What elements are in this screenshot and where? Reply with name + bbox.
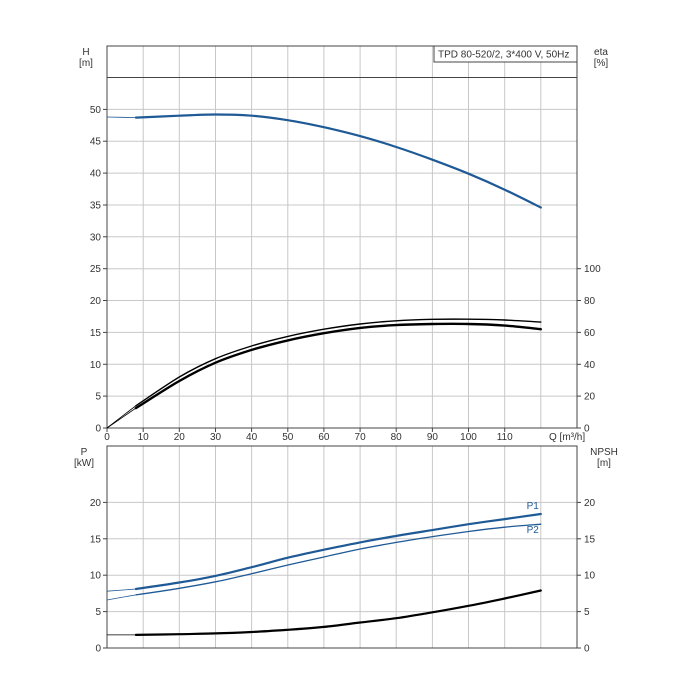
head-tick-label: 50 — [90, 105, 102, 116]
power-tick-label: 10 — [90, 571, 102, 582]
p2-curve-extrapolation — [106, 594, 136, 601]
head-curve — [134, 113, 542, 209]
x-tick-label: 80 — [391, 432, 403, 443]
head-chart-series — [106, 113, 542, 429]
p1-curve-extrapolation — [106, 588, 136, 592]
power-axis-unit: [kW] — [74, 458, 94, 469]
head-tick-label: 35 — [90, 201, 102, 212]
head-tick-label: 45 — [90, 137, 102, 148]
eta-tick-label: 100 — [584, 264, 601, 275]
eta-tick-label: 0 — [584, 424, 590, 435]
head-tick-label: 0 — [95, 424, 101, 435]
power-axis-label: P — [81, 447, 88, 458]
x-tick-label: 70 — [355, 432, 367, 443]
npsh-curve — [134, 589, 542, 636]
head-efficiency-chart: 0 10 20 30 40 50 60 70 80 90 100 110 0 5 10 15 20 25 30 35… — [79, 45, 609, 443]
head-tick-label: 5 — [95, 392, 101, 403]
npsh-axis-unit: [m] — [597, 458, 611, 469]
npsh-tick-label: 5 — [584, 607, 590, 618]
power-chart-grid — [107, 446, 577, 648]
power-chart-series: P1 P2 — [106, 501, 542, 636]
p2-curve — [135, 523, 542, 596]
npsh-axis-ticks: 0 5 10 15 20 — [577, 498, 596, 655]
chart-title: TPD 80-520/2, 3*400 V, 50Hz — [438, 50, 569, 61]
x-tick-label: 110 — [497, 432, 513, 443]
npsh-tick-label: 0 — [584, 644, 590, 655]
series-label-p2: P2 — [527, 525, 540, 536]
chart-title-box — [433, 45, 578, 63]
npsh-tick-label: 20 — [584, 498, 596, 509]
efficiency-curve-thick — [134, 322, 542, 410]
npsh-tick-label: 15 — [584, 534, 596, 545]
power-npsh-chart: 0 5 10 15 20 0 5 10 15 20 P1 P2 P [kW] NPSH [m] — [74, 445, 618, 655]
eta-axis-label: eta — [594, 47, 608, 58]
head-tick-label: 10 — [90, 360, 102, 371]
efficiency-curve-thin — [135, 318, 542, 407]
eta-axis-unit: [%] — [594, 58, 609, 69]
eta-tick-label: 60 — [584, 328, 596, 339]
x-tick-label: 50 — [282, 432, 294, 443]
x-tick-label: 20 — [174, 432, 186, 443]
npsh-tick-label: 10 — [584, 571, 596, 582]
eta-axis-ticks: 0 20 40 60 80 100 — [577, 264, 601, 435]
q-axis-label: Q [m³/h] — [549, 432, 585, 443]
head-axis-unit: [m] — [79, 58, 93, 69]
x-tick-label: 100 — [460, 432, 477, 443]
x-tick-label: 30 — [210, 432, 222, 443]
npsh-axis-label: NPSH — [590, 447, 618, 458]
power-tick-label: 20 — [90, 498, 102, 509]
head-curve-extrapolation — [106, 116, 136, 118]
series-label-p1: P1 — [527, 501, 540, 512]
power-tick-label: 15 — [90, 534, 102, 545]
head-tick-label: 40 — [90, 169, 102, 180]
x-tick-label: 40 — [246, 432, 258, 443]
eta-tick-label: 80 — [584, 296, 596, 307]
x-tick-label: 90 — [427, 432, 439, 443]
head-axis-label: H — [82, 47, 89, 58]
head-tick-label: 25 — [90, 264, 102, 275]
efficiency-curve-thick-extrapolation — [106, 407, 137, 429]
head-chart-grid — [107, 46, 577, 428]
x-tick-label: 10 — [138, 432, 150, 443]
p1-curve — [134, 512, 542, 591]
q-axis-ticks: 0 10 20 30 40 50 60 70 80 90 100 110 — [104, 428, 513, 443]
x-tick-label: 0 — [104, 432, 110, 443]
head-tick-label: 15 — [90, 328, 102, 339]
eta-tick-label: 20 — [584, 392, 596, 403]
head-tick-label: 20 — [90, 296, 102, 307]
power-axis-ticks: 0 5 10 15 20 — [90, 498, 107, 655]
head-axis-ticks: 0 5 10 15 20 25 30 35 40 45 50 — [90, 105, 107, 435]
head-tick-label: 30 — [90, 232, 102, 243]
power-tick-label: 5 — [95, 607, 101, 618]
eta-tick-label: 40 — [584, 360, 596, 371]
power-chart-frame — [106, 445, 578, 649]
x-tick-label: 60 — [318, 432, 330, 443]
power-tick-label: 0 — [95, 644, 101, 655]
